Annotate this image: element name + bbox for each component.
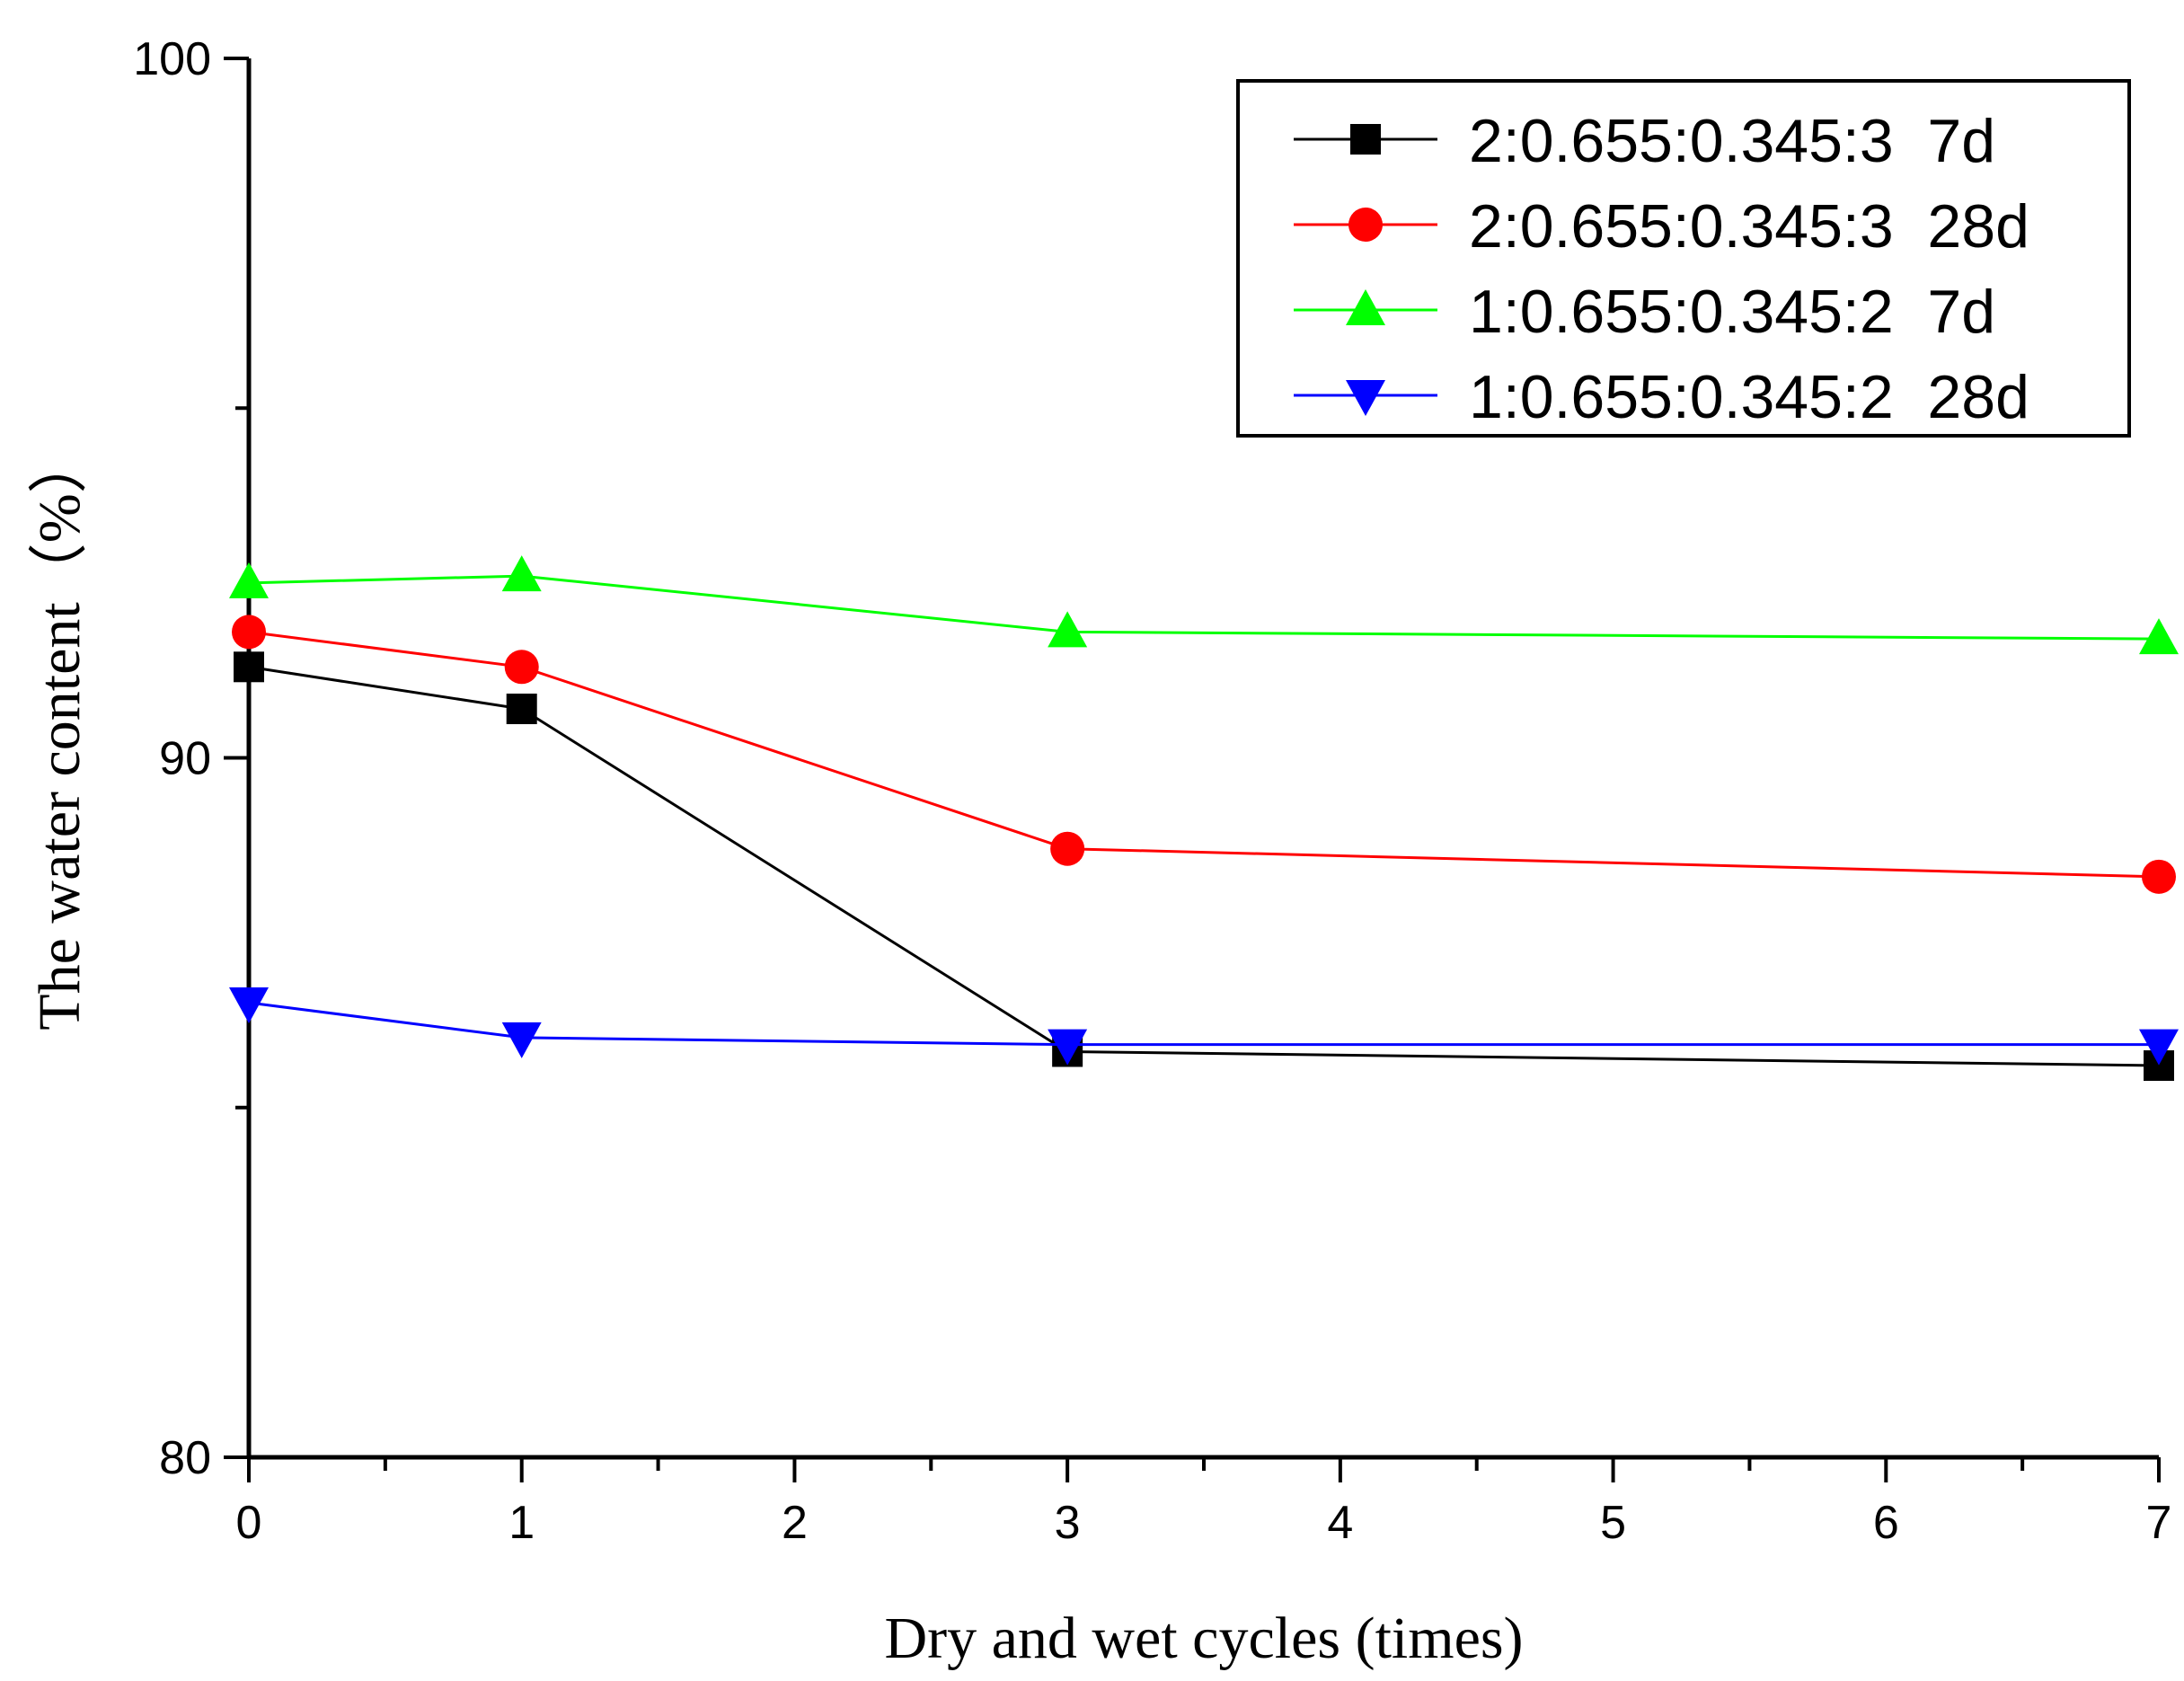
x-tick-label: 0: [236, 1497, 262, 1549]
legend-entry-1: 2:0.655:0.345:3 7d: [1294, 107, 1995, 175]
x-tick-label: 1: [508, 1497, 535, 1549]
series-line: [248, 630, 2160, 879]
data-point: [2139, 618, 2179, 655]
y-axis-title: The water content（%）: [27, 434, 93, 1030]
data-point: [501, 555, 542, 592]
x-tick-label: 2: [782, 1497, 808, 1549]
x-tick-label: 6: [1873, 1497, 1899, 1549]
data-point: [1050, 831, 1085, 866]
legend-label: 1:0.655:0.345:2 28d: [1469, 363, 2029, 431]
legend-label: 2:0.655:0.345:3 28d: [1469, 192, 2029, 261]
series-line: [248, 574, 2160, 641]
legend-entry-4: 1:0.655:0.345:2 28d: [1294, 363, 2029, 431]
series-line: [248, 1001, 2159, 1047]
x-tick-label: 5: [1600, 1497, 1626, 1549]
x-axis-title: Dry and wet cycles (times): [884, 1606, 1523, 1671]
data-point: [1048, 1029, 1088, 1066]
series-2: [232, 615, 2176, 894]
legend-marker: [1346, 289, 1385, 325]
legend-entries: 2:0.655:0.345:3 7d 2:0.655:0.345:3 28d 1:0…: [1294, 107, 2029, 431]
legend-marker: [1348, 208, 1383, 242]
legend-entry-2: 2:0.655:0.345:3 28d: [1294, 192, 2029, 261]
series-line: [248, 665, 2160, 1067]
y-tick-label: 100: [133, 33, 211, 85]
data-point: [2139, 1029, 2179, 1066]
y-tick-label: 90: [159, 733, 211, 785]
data-point: [1048, 611, 1088, 648]
legend-entry-3: 1:0.655:0.345:2 7d: [1294, 278, 1995, 346]
legend-label: 1:0.655:0.345:2 7d: [1469, 278, 1995, 346]
x-tick-label: 7: [2146, 1497, 2172, 1549]
legend-label: 2:0.655:0.345:3 7d: [1469, 107, 1995, 175]
x-tick-label: 4: [1327, 1497, 1353, 1549]
series-1: [234, 651, 2174, 1082]
data-point: [232, 615, 266, 650]
data-point: [2142, 859, 2176, 894]
data-point: [234, 651, 264, 683]
legend: 2:0.655:0.345:3 7d 2:0.655:0.345:3 28d 1:0…: [1236, 79, 2131, 438]
data-point: [506, 694, 537, 725]
series-4: [229, 986, 2179, 1066]
tick-labels: 0 1 2 3 4 5 6 7 80 90 100: [133, 33, 2171, 1549]
series-3: [229, 555, 2179, 655]
data-point: [501, 1022, 542, 1058]
legend-marker: [1346, 380, 1385, 416]
data-point: [229, 986, 269, 1023]
series-layer: [229, 555, 2179, 1082]
x-tick-label: 3: [1055, 1497, 1081, 1549]
data-point: [504, 650, 539, 685]
y-tick-label: 80: [159, 1432, 211, 1484]
data-point: [229, 562, 269, 598]
legend-marker: [1350, 124, 1381, 155]
